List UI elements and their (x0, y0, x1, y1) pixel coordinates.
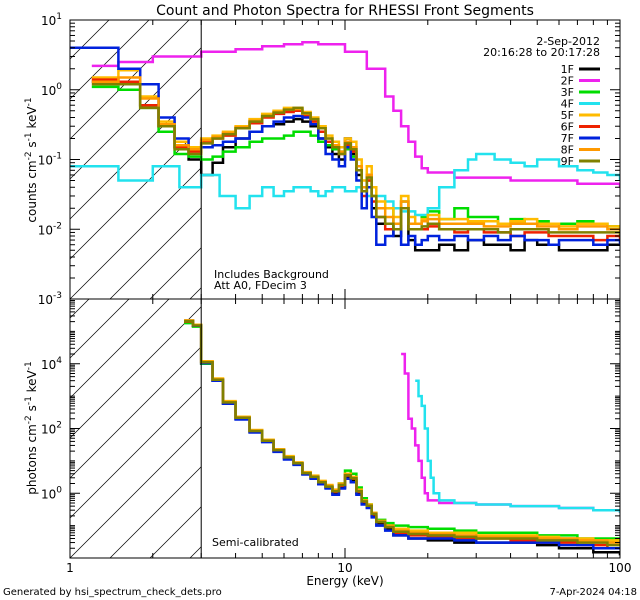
hatched-region-bottom (0, 299, 640, 558)
footer-generated-by: Generated by hsi_spectrum_check_dets.pro (3, 587, 222, 598)
legend-label-2F: 2F (561, 75, 574, 88)
hatch-line (70, 299, 130, 359)
hatch-line (350, 299, 609, 558)
top-y-axis-label: counts cm-2 s-1 keV-1 (24, 97, 39, 222)
hatch-line (70, 167, 202, 299)
legend-label-5F: 5F (561, 109, 574, 122)
legend-label-1F: 1F (561, 63, 574, 76)
hatch-line (70, 299, 170, 399)
legend-label-8F: 8F (561, 144, 574, 157)
time-range-text: 20:16:28 to 20:17:28 (483, 46, 600, 59)
annotation-semi-calibrated: Semi-calibrated (212, 536, 299, 549)
series-line-7F (70, 46, 620, 246)
x-tick-label: 100 (609, 561, 632, 575)
hatch-line (0, 299, 9, 558)
legend-label-6F: 6F (561, 121, 574, 134)
x-tick-labels: 1 10 100 (66, 561, 631, 575)
hatch-line (109, 207, 202, 299)
hatch-line (70, 386, 202, 519)
bottom-y-tick-labels: 100 102 104 (41, 356, 62, 502)
y-tick-label: 10-1 (38, 152, 62, 168)
bottom-panel-frame (69, 298, 621, 559)
hatch-line (430, 20, 640, 299)
hatch-line (70, 426, 202, 558)
series-line-1F (184, 320, 620, 556)
x-tick-label: 1 (66, 561, 74, 575)
hatch-line (310, 299, 569, 558)
hatch-line (189, 546, 202, 558)
hatch-line (70, 20, 190, 140)
top-y-tick-labels: 10-3 10-2 10-1 100 101 (38, 12, 63, 307)
axis-ticks (69, 19, 621, 559)
hatch-line (109, 466, 202, 558)
series-line-8F (91, 76, 620, 233)
y-tick-label: 100 (41, 82, 62, 98)
y-tick-label: 10-2 (38, 221, 62, 237)
annotation-attenuator: Att A0, FDecim 3 (214, 279, 307, 292)
chart-title: Count and Photon Spectra for RHESSI Fron… (156, 3, 534, 19)
x-tick-label: 10 (337, 561, 352, 575)
hatch-line (390, 20, 640, 299)
hatch-line (189, 287, 202, 299)
series-line-4F (415, 379, 620, 513)
photon-spectra-series (184, 319, 620, 556)
hatch-line (149, 247, 202, 299)
bottom-y-axis-label: photons cm-2 s-1 keV-1 (24, 361, 39, 495)
series-line-9F (184, 320, 620, 547)
count-spectra-series (70, 40, 620, 252)
series-line-6F (184, 320, 620, 550)
date-text: 2-Sep-2012 (536, 35, 600, 48)
hatch-line (270, 299, 529, 558)
legend-label-7F: 7F (561, 132, 574, 145)
footer-date: 7-Apr-2024 04:18 (550, 587, 637, 598)
hatch-line (70, 346, 202, 479)
hatch-line (430, 299, 640, 558)
y-tick-label: 104 (41, 356, 62, 372)
series-line-9F (91, 82, 620, 236)
series-line-2F (91, 40, 620, 188)
legend-label-9F: 9F (561, 155, 574, 168)
y-tick-label: 102 (41, 421, 62, 437)
x-axis-label: Energy (keV) (306, 574, 383, 588)
hatch-line (70, 127, 202, 260)
y-tick-label: 100 (41, 485, 62, 501)
annotation-background: Includes Background (214, 268, 329, 281)
hatch-line (230, 299, 489, 558)
legend-label-4F: 4F (561, 98, 574, 111)
hatch-line (70, 87, 202, 220)
hatch-line (70, 47, 202, 180)
y-tick-label: 101 (41, 12, 62, 28)
y-tick-label: 10-3 (38, 291, 62, 307)
legend-label-3F: 3F (561, 86, 574, 99)
hatch-line (149, 506, 202, 558)
